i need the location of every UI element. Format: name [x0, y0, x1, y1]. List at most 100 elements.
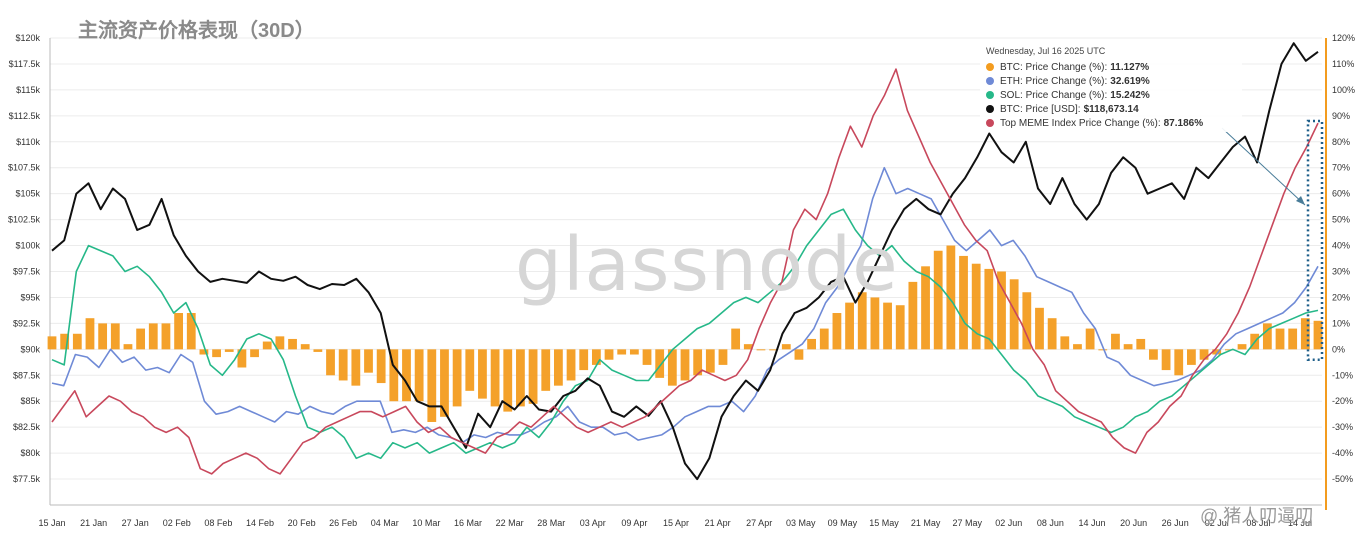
- btc-change-bar: [465, 349, 475, 391]
- btc-change-bar: [1060, 336, 1070, 350]
- btc-change-bar: [781, 344, 791, 350]
- btc-change-bar: [1161, 349, 1171, 371]
- tooltip-value: $118,673.14: [1083, 103, 1139, 115]
- x-tick-label: 15 May: [869, 518, 899, 528]
- y-left-tick-label: $85k: [20, 396, 40, 406]
- btc-change-bar: [591, 349, 601, 365]
- btc-change-bar: [1212, 349, 1222, 355]
- x-tick-label: 28 Mar: [537, 518, 565, 528]
- btc-change-bar: [402, 349, 411, 402]
- y-left-tick-label: $80k: [20, 448, 40, 458]
- btc-change-bar: [756, 349, 766, 351]
- y-right-tick-label: -50%: [1332, 474, 1353, 484]
- btc-change-bar: [933, 250, 943, 350]
- btc-change-bar: [123, 344, 133, 350]
- y-right-tick-label: 70%: [1332, 163, 1350, 173]
- btc-change-bar: [148, 323, 158, 350]
- btc-change-bar: [642, 349, 652, 365]
- btc-change-bar: [655, 349, 665, 378]
- tooltip-value: 15.242%: [1110, 89, 1150, 101]
- x-tick-label: 27 Apr: [746, 518, 772, 528]
- btc-change-bar: [85, 318, 95, 350]
- btc-price-dot-icon: [986, 105, 994, 113]
- y-right-tick-label: 50%: [1332, 215, 1350, 225]
- btc-change-dot-icon: [986, 63, 994, 71]
- btc-change-bar: [541, 349, 551, 391]
- btc-change-bar: [794, 349, 804, 360]
- y-right-tick-label: 0%: [1332, 344, 1345, 354]
- btc-change-bar: [224, 349, 234, 352]
- tooltip-label: BTC: Price Change (%):: [1000, 61, 1108, 73]
- y-right-tick-label: 40%: [1332, 241, 1350, 251]
- x-tick-label: 08 Jun: [1037, 518, 1064, 528]
- x-tick-label: 22 Mar: [496, 518, 524, 528]
- btc-change-bar: [376, 349, 386, 384]
- y-right-tick-label: 90%: [1332, 111, 1350, 121]
- tooltip-date: Wednesday, Jul 16 2025 UTC: [986, 46, 1106, 56]
- x-tick-label: 15 Jan: [38, 518, 65, 528]
- tooltip-row-btc-change: BTC: Price Change (%): 11.127%: [986, 60, 1236, 74]
- btc-change-bar: [1098, 349, 1108, 351]
- y-right-tick-label: 100%: [1332, 85, 1355, 95]
- y-left-tick-label: $87.5k: [13, 370, 41, 380]
- btc-change-bar: [262, 341, 272, 350]
- btc-change-bar: [845, 302, 854, 350]
- btc-change-bar: [769, 349, 779, 351]
- btc-change-bar: [959, 255, 968, 350]
- btc-change-bar: [604, 349, 614, 360]
- btc-change-bar: [440, 349, 449, 417]
- btc-change-bar: [1313, 320, 1323, 350]
- btc-change-bar: [693, 349, 703, 376]
- btc-change-bar: [997, 271, 1006, 350]
- x-tick-label: 26 Jun: [1162, 518, 1189, 528]
- btc-change-bar: [199, 349, 209, 355]
- btc-change-bar: [731, 328, 741, 350]
- y-left-tick-label: $77.5k: [13, 474, 41, 484]
- btc-change-bar: [718, 349, 728, 365]
- btc-change-bar: [1288, 328, 1298, 350]
- btc-change-bar: [300, 344, 310, 350]
- y-right-tick-label: 20%: [1332, 292, 1350, 302]
- btc-change-bar: [1199, 349, 1209, 360]
- btc-change-bar: [516, 349, 525, 407]
- watermark: glassnode: [515, 222, 899, 308]
- tooltip-row-eth-change: ETH: Price Change (%): 32.619%: [986, 74, 1236, 88]
- btc-change-bar: [1073, 344, 1082, 350]
- y-left-tick-label: $102.5k: [8, 215, 41, 225]
- btc-change-bar: [389, 349, 399, 402]
- x-tick-label: 09 Apr: [621, 518, 647, 528]
- btc-change-bar: [908, 281, 918, 350]
- btc-change-bar: [870, 297, 880, 350]
- btc-change-bar: [807, 338, 816, 350]
- tooltip-label: Top MEME Index Price Change (%):: [1000, 117, 1161, 129]
- btc-change-bar: [414, 349, 424, 402]
- btc-change-bar: [579, 349, 589, 371]
- y-right-tick-label: 110%: [1332, 59, 1354, 69]
- btc-change-bar: [237, 349, 247, 368]
- btc-change-bar: [110, 323, 120, 350]
- btc-change-bar: [427, 349, 437, 422]
- btc-change-bar: [478, 349, 487, 399]
- tooltip-row-meme-change: Top MEME Index Price Change (%): 87.186%: [986, 116, 1236, 130]
- btc-change-bar: [1262, 323, 1272, 350]
- btc-change-bar: [161, 323, 171, 350]
- btc-change-bar: [1187, 349, 1196, 365]
- x-tick-label: 09 May: [828, 518, 858, 528]
- btc-change-bar: [1022, 292, 1032, 350]
- x-tick-label: 04 Mar: [371, 518, 399, 528]
- btc-change-bar: [1224, 349, 1234, 351]
- btc-change-bar: [1009, 279, 1019, 350]
- author-credit: @ 猪人叨逼叨: [1200, 506, 1314, 526]
- y-left-tick-label: $82.5k: [13, 422, 41, 432]
- y-right-tick-label: -10%: [1332, 370, 1353, 380]
- btc-price-series-line: [51, 42, 1319, 481]
- x-tick-label: 02 Feb: [163, 518, 191, 528]
- x-tick-label: 14 Jun: [1078, 518, 1105, 528]
- chart-title: 主流资产价格表现（30D）: [78, 20, 315, 42]
- x-tick-label: 03 Apr: [580, 518, 606, 528]
- tooltip-value: 11.127%: [1110, 61, 1150, 73]
- btc-change-bar: [174, 313, 183, 350]
- btc-change-bar: [452, 349, 462, 407]
- x-tick-label: 02 Jul: [1205, 518, 1229, 528]
- x-tick-label: 16 Mar: [454, 518, 482, 528]
